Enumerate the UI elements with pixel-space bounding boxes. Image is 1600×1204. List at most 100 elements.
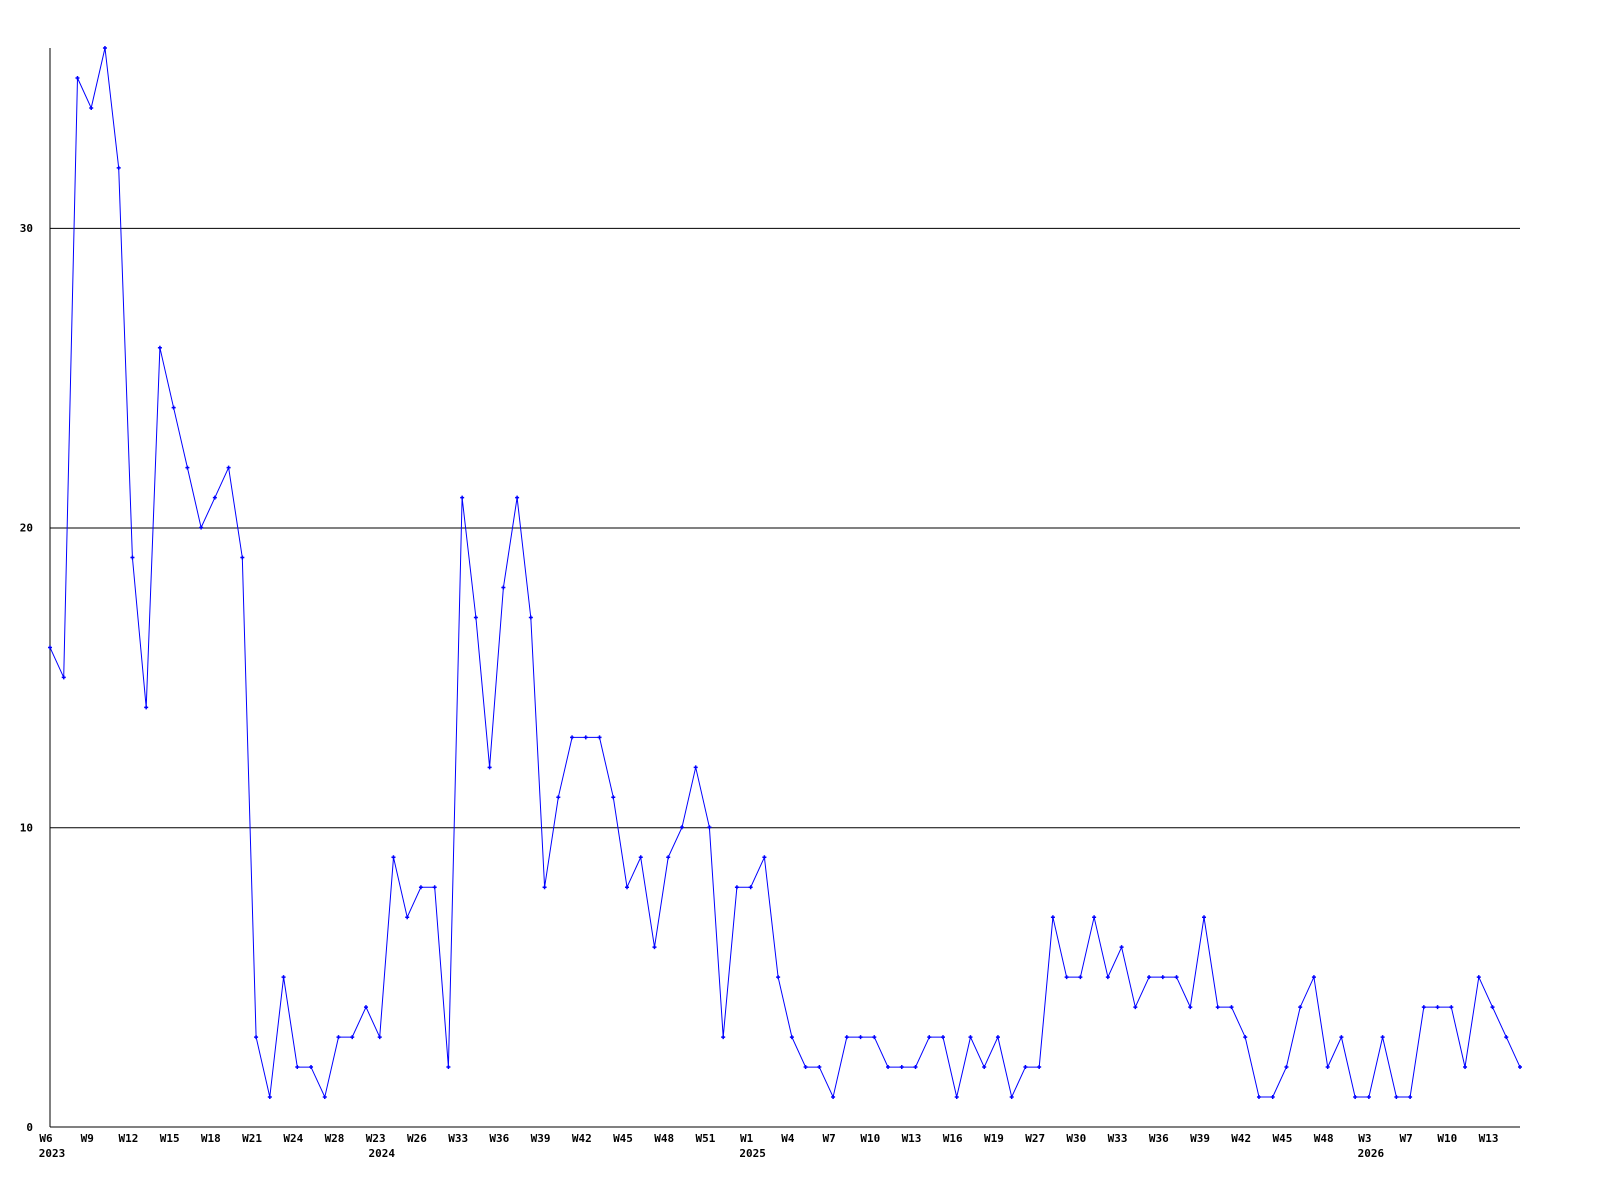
data-point: [61, 675, 66, 680]
data-point: [1037, 1065, 1042, 1070]
data-point: [1133, 1005, 1138, 1010]
x-tick-label: W42: [572, 1132, 592, 1145]
data-point: [1421, 1005, 1426, 1010]
y-tick-label: 0: [26, 1121, 33, 1134]
data-point: [1174, 975, 1179, 980]
x-year-label: 2025: [739, 1147, 766, 1160]
data-point: [322, 1095, 327, 1100]
x-axis-ticks: W6 2023 W9 W12 W15 W18 W21 W24 W28 W23 2024 W26 W33 W…: [39, 1132, 1499, 1160]
data-point: [693, 765, 698, 770]
x-tick-label: W7: [822, 1132, 835, 1145]
x-tick-label: W39: [531, 1132, 551, 1145]
data-point: [1284, 1065, 1289, 1070]
data-point: [872, 1035, 877, 1040]
data-point: [597, 735, 602, 740]
data-point: [570, 735, 575, 740]
x-tick-label: W13: [902, 1132, 922, 1145]
data-point: [1050, 915, 1055, 920]
x-year-label: 2026: [1358, 1147, 1385, 1160]
x-tick-label: W30: [1066, 1132, 1086, 1145]
x-tick-label: W6: [39, 1132, 53, 1145]
data-point: [254, 1035, 259, 1040]
data-point: [1490, 1005, 1495, 1010]
data-point: [707, 825, 712, 830]
data-point: [1078, 975, 1083, 980]
data-point: [116, 165, 121, 170]
data-point: [1270, 1095, 1275, 1100]
x-tick-label: W28: [325, 1132, 345, 1145]
gridlines: [50, 227, 1520, 829]
y-tick-label: 10: [20, 821, 33, 834]
data-point: [1229, 1005, 1234, 1010]
data-point: [776, 975, 781, 980]
data-point: [309, 1065, 314, 1070]
data-point: [473, 615, 478, 620]
data-point: [625, 885, 630, 890]
data-point: [487, 765, 492, 770]
data-point: [1215, 1005, 1220, 1010]
data-point: [1518, 1065, 1522, 1070]
data-point: [48, 645, 52, 650]
data-point: [460, 495, 465, 500]
data-point: [1463, 1065, 1468, 1070]
x-tick-label: W33: [1108, 1132, 1128, 1145]
x-tick-label: W9: [81, 1132, 94, 1145]
data-point: [803, 1065, 808, 1070]
data-point: [982, 1065, 987, 1070]
data-point: [212, 495, 217, 500]
data-point: [391, 855, 396, 860]
data-point: [762, 855, 767, 860]
y-tick-label: 30: [20, 222, 33, 235]
data-point: [528, 615, 533, 620]
data-point: [185, 465, 190, 470]
data-point: [1380, 1035, 1385, 1040]
data-point: [968, 1035, 973, 1040]
data-point: [1119, 945, 1124, 950]
data-point: [130, 555, 135, 560]
data-point: [240, 555, 245, 560]
x-tick-label: W1: [740, 1132, 754, 1145]
x-tick-label: W39: [1190, 1132, 1210, 1145]
data-point: [844, 1035, 849, 1040]
x-tick-label: W26: [407, 1132, 427, 1145]
data-point: [1009, 1095, 1014, 1100]
x-year-label: 2023: [39, 1147, 66, 1160]
data-point: [501, 585, 506, 590]
x-tick-label: W23: [366, 1132, 386, 1145]
x-tick-label: W13: [1479, 1132, 1499, 1145]
x-tick-label: W36: [1149, 1132, 1169, 1145]
data-point: [1408, 1095, 1413, 1100]
x-tick-label: W24: [283, 1132, 303, 1145]
data-point: [1256, 1095, 1261, 1100]
x-year-label: 2024: [368, 1147, 395, 1160]
data-point: [267, 1095, 272, 1100]
x-tick-label: W18: [201, 1132, 221, 1145]
data-point: [1188, 1005, 1193, 1010]
y-axis-ticks: 0 10 20 30: [20, 222, 33, 1134]
data-point: [363, 1005, 368, 1010]
x-tick-label: W21: [242, 1132, 262, 1145]
data-point: [721, 1035, 726, 1040]
data-point: [144, 705, 149, 710]
data-point: [199, 525, 204, 530]
data-point: [1147, 975, 1152, 980]
data-point: [927, 1035, 932, 1040]
data-point: [858, 1035, 863, 1040]
data-point: [171, 405, 176, 410]
data-point: [1449, 1005, 1454, 1010]
data-point: [226, 465, 231, 470]
data-point: [377, 1035, 382, 1040]
data-point: [1435, 1005, 1440, 1010]
x-tick-label: W12: [118, 1132, 138, 1145]
data-point: [515, 495, 520, 500]
data-point: [954, 1095, 959, 1100]
data-point: [583, 735, 588, 740]
x-tick-label: W48: [1314, 1132, 1334, 1145]
y-tick-label: 20: [20, 522, 33, 535]
data-point: [652, 945, 657, 950]
data-point: [1339, 1035, 1344, 1040]
data-point: [679, 825, 684, 830]
data-point: [666, 855, 671, 860]
data-point: [542, 885, 547, 890]
